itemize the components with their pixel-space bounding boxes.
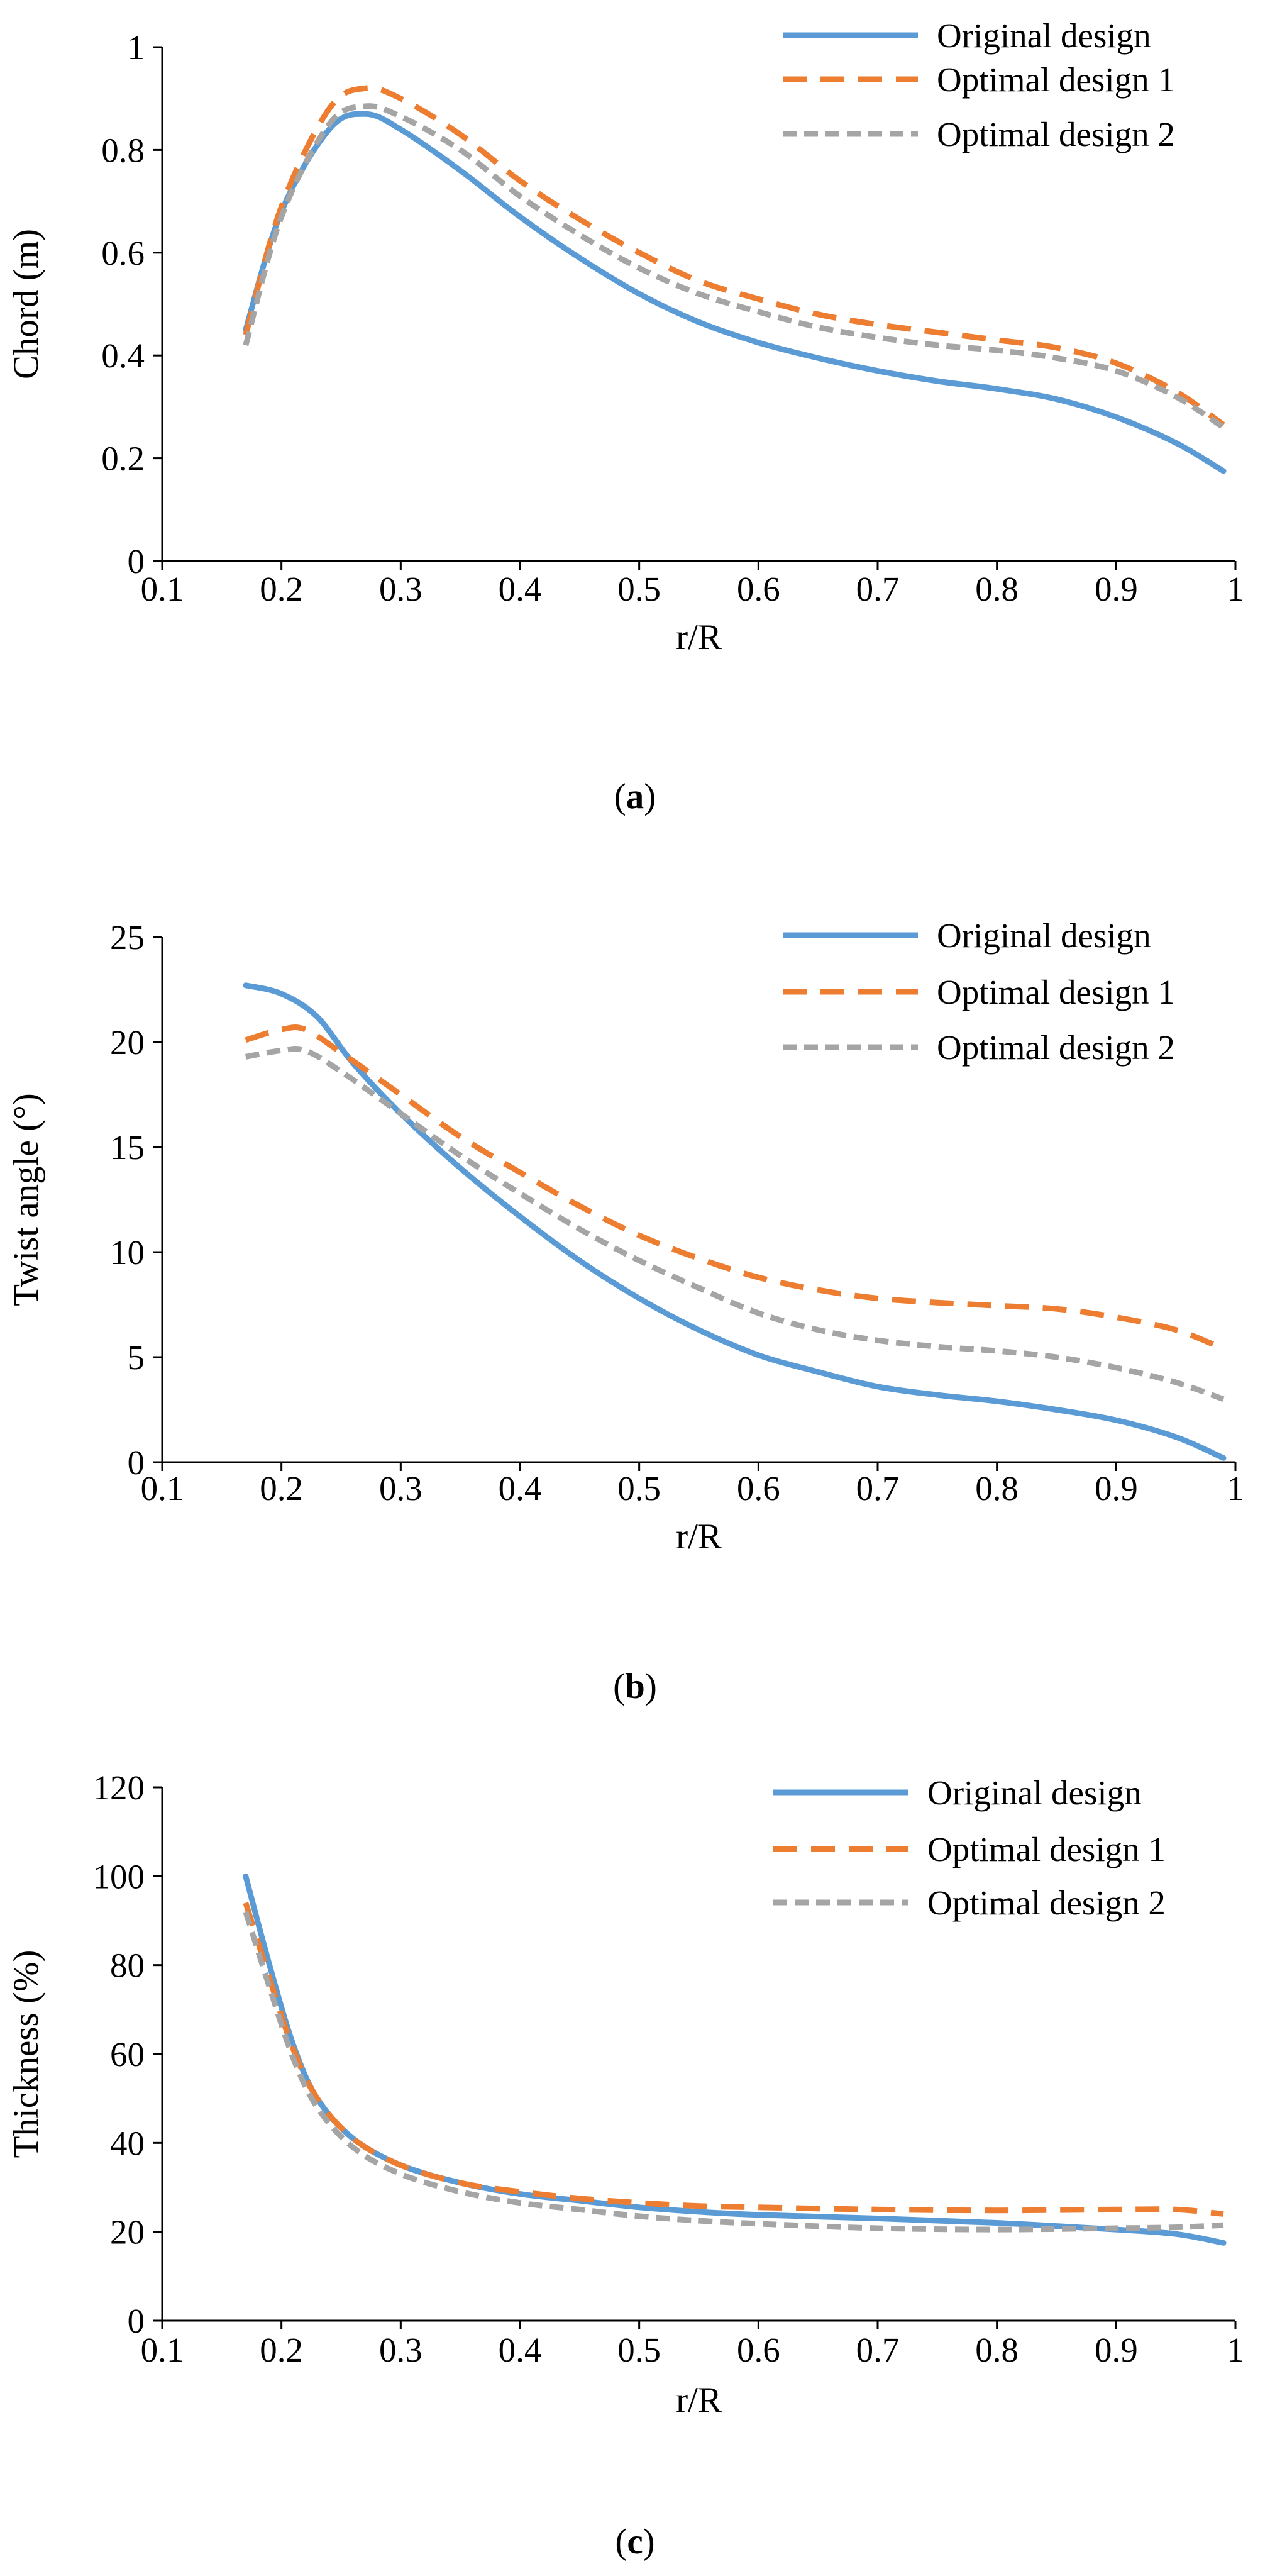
legend-label: Optimal design 2 — [937, 1028, 1175, 1067]
y-axis-title: Chord (m) — [6, 229, 46, 379]
x-axis-title: r/R — [676, 618, 722, 657]
series-line-optimal-design-2 — [245, 1045, 1225, 1402]
caption-open-paren: ( — [614, 777, 626, 816]
x-tick-label: 0.5 — [617, 2331, 661, 2369]
x-axis-title: r/R — [676, 2380, 722, 2420]
y-tick-label: 0.6 — [101, 234, 145, 272]
series-line-original-design — [243, 1873, 1227, 2246]
x-tick-label: 0.8 — [975, 1469, 1019, 1507]
y-tick-label: 1 — [128, 28, 145, 67]
y-tick-label: 10 — [110, 1233, 145, 1272]
x-tick-label: 0.3 — [379, 1469, 422, 1507]
chart-panel-b: 0 5 10 15 20 25 0.1 0.2 0.3 0.4 0.5 0.6 0.7 0.8 0.9 1 r/… — [6, 916, 1244, 1706]
y-tick-label: 60 — [110, 2035, 145, 2074]
x-tick-label: 0.1 — [141, 570, 184, 608]
x-tick-label: 0.2 — [260, 1469, 303, 1507]
caption-close-paren: ) — [645, 1667, 657, 1706]
x-tick-label: 0.6 — [737, 570, 780, 608]
x-tick-label: 0.4 — [499, 2331, 542, 2369]
series-line-optimal-design-1 — [245, 1024, 1225, 1352]
legend: Original design Optimal design 1 Optimal d… — [773, 1774, 1166, 1922]
y-tick-label: 0 — [128, 1443, 145, 1482]
x-tick-label: 0.7 — [856, 570, 900, 608]
chart-panel-c: 0 20 40 60 80 100 120 0.1 0.2 0.3 0.4 0.5 0.6 0.7 0.8 0… — [6, 1768, 1244, 2562]
x-tick-label: 0.2 — [260, 2331, 303, 2369]
legend-label: Original design — [937, 916, 1151, 955]
caption-letter: c — [627, 2522, 643, 2562]
legend-label: Optimal design 1 — [937, 60, 1175, 99]
caption-close-paren: ) — [644, 777, 656, 816]
y-tick-label: 20 — [110, 2213, 145, 2251]
legend: Original design Optimal design 1 Optimal d… — [783, 916, 1175, 1067]
y-tick-label: 120 — [93, 1768, 145, 1807]
x-tick-label: 0.3 — [379, 570, 422, 608]
y-tick-label: 25 — [110, 918, 145, 957]
y-tick-label: 15 — [110, 1128, 145, 1167]
legend-label: Optimal design 2 — [927, 1884, 1166, 1922]
x-tick-label: 0.7 — [856, 2331, 900, 2369]
x-tick-label: 0.3 — [379, 2331, 422, 2369]
x-tick-label: 0.1 — [141, 1469, 184, 1507]
x-tick-label: 0.5 — [617, 1469, 661, 1507]
series-line-optimal-design-2 — [243, 1911, 1224, 2233]
y-tick-label: 0.2 — [101, 440, 145, 478]
y-tick-label: 100 — [93, 1857, 145, 1896]
x-tick-label: 0.8 — [975, 570, 1019, 608]
series-line-original-design — [243, 982, 1227, 1461]
x-tick-label: 0.2 — [260, 570, 303, 608]
y-axis-title: Twist angle (°) — [6, 1093, 46, 1306]
x-tick-label: 0.4 — [499, 1469, 542, 1507]
y-tick-label: 0 — [128, 542, 145, 580]
legend-label: Optimal design 2 — [937, 115, 1175, 153]
caption-letter: a — [626, 777, 644, 816]
y-tick-label: 0.4 — [101, 336, 145, 375]
series-line-optimal-design-1 — [243, 85, 1225, 428]
y-tick-label: 80 — [110, 1946, 145, 1985]
caption-letter: b — [625, 1667, 645, 1706]
y-tick-label: 5 — [128, 1338, 145, 1377]
x-tick-label: 0.1 — [141, 2331, 184, 2369]
x-tick-label: 0.4 — [499, 570, 542, 608]
y-tick-label: 0 — [128, 2302, 145, 2340]
panel-caption: (a) — [614, 777, 656, 816]
x-tick-label: 0.6 — [737, 1469, 780, 1507]
y-axis-title: Thickness (%) — [6, 1950, 46, 2158]
x-tick-label: 0.8 — [975, 2331, 1019, 2369]
y-tick-label: 20 — [110, 1023, 145, 1062]
x-tick-label: 0.9 — [1095, 570, 1138, 608]
x-tick-label: 1 — [1227, 1469, 1244, 1507]
legend-label: Original design — [937, 16, 1151, 55]
x-tick-label: 1 — [1227, 2331, 1244, 2369]
panel-caption: (b) — [613, 1667, 657, 1706]
series-line-original-design — [243, 111, 1227, 474]
y-tick-label: 0.8 — [101, 131, 145, 169]
x-tick-label: 0.9 — [1095, 1469, 1138, 1507]
x-tick-label: 0.9 — [1095, 2331, 1138, 2369]
caption-open-paren: ( — [613, 1667, 625, 1706]
x-tick-label: 0.6 — [737, 2331, 780, 2369]
legend: Original design Optimal design 1 Optimal d… — [783, 16, 1175, 153]
x-tick-label: 1 — [1227, 570, 1244, 608]
legend-label: Optimal design 1 — [927, 1830, 1166, 1868]
chart-panel-a: 0 0.2 0.4 0.6 0.8 1 0.1 0.2 0.3 0.4 0.5 0.6 0.7 0.8 0.… — [6, 16, 1244, 816]
x-axis-title: r/R — [676, 1517, 722, 1557]
panel-caption: (c) — [615, 2522, 654, 2562]
caption-close-paren: ) — [643, 2522, 655, 2562]
caption-open-paren: ( — [615, 2522, 627, 2562]
x-tick-label: 0.7 — [856, 1469, 900, 1507]
series-line-optimal-design-1 — [243, 1902, 1224, 2217]
legend-label: Original design — [927, 1774, 1142, 1812]
x-tick-label: 0.5 — [617, 570, 661, 608]
y-tick-label: 40 — [110, 2124, 145, 2162]
legend-label: Optimal design 1 — [937, 973, 1175, 1011]
series-line-optimal-design-2 — [243, 103, 1225, 430]
